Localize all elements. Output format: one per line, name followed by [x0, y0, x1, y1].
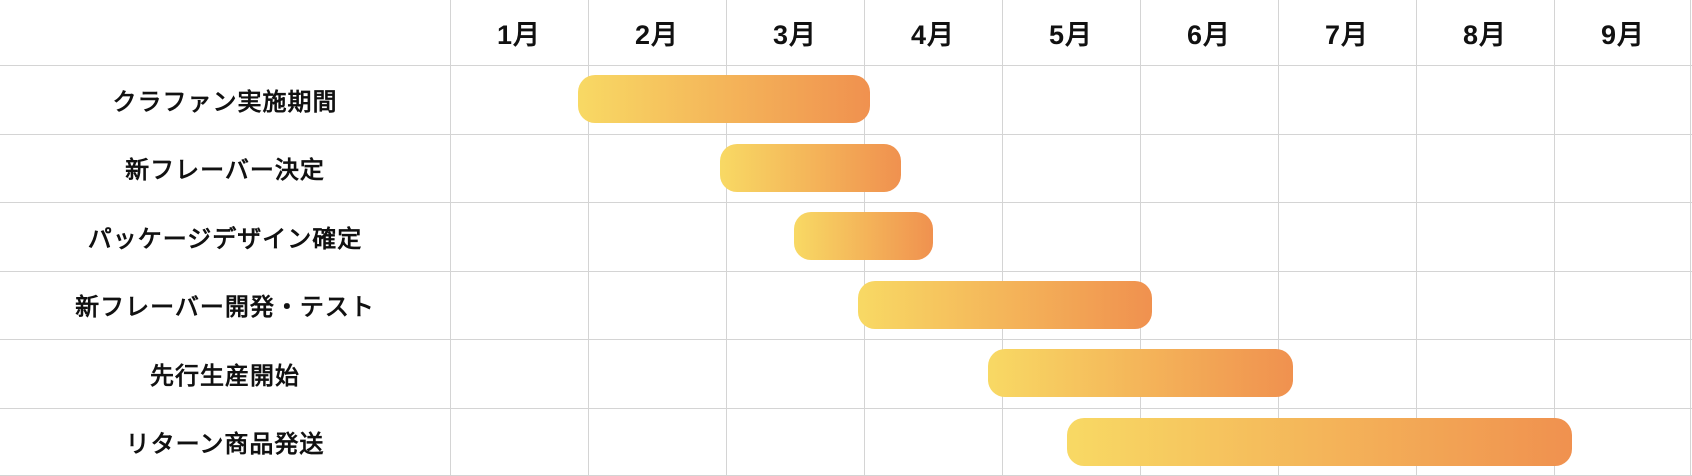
gridline-vertical	[1278, 0, 1279, 476]
gantt-bar	[793, 212, 933, 261]
gantt-bar	[988, 349, 1294, 398]
month-header: 8月	[1462, 20, 1508, 50]
task-label: リターン商品発送	[125, 431, 325, 459]
gridline-vertical	[1690, 0, 1691, 476]
gridline-vertical	[1416, 0, 1417, 476]
gridline-vertical	[726, 0, 727, 476]
month-header: 5月	[1048, 20, 1094, 50]
gridline-vertical	[450, 0, 451, 476]
task-label: 新フレーバー開発・テスト	[75, 294, 375, 322]
month-header: 7月	[1324, 20, 1370, 50]
gantt-bar	[720, 143, 902, 192]
gridline-horizontal	[0, 407, 1692, 409]
gridline-vertical	[1554, 0, 1555, 476]
month-header: 4月	[910, 20, 956, 50]
gantt-bar	[858, 280, 1153, 329]
gridline-horizontal	[0, 65, 1692, 66]
month-header: 3月	[772, 20, 818, 50]
task-label: クラファン実施期間	[112, 88, 338, 116]
gridline-vertical	[588, 0, 589, 476]
gridline-vertical	[1002, 0, 1003, 476]
task-label: 新フレーバー決定	[125, 157, 325, 185]
month-header: 9月	[1600, 20, 1646, 50]
gridline-vertical	[1140, 0, 1141, 476]
gridline-horizontal	[0, 133, 1692, 135]
month-header: 2月	[634, 20, 680, 50]
gridline-horizontal	[0, 202, 1692, 203]
task-label: パッケージデザイン確定	[87, 225, 363, 253]
gridline-horizontal	[0, 339, 1692, 340]
task-label: 先行生産開始	[150, 362, 300, 390]
month-header: 6月	[1186, 20, 1232, 50]
gantt-bar	[578, 75, 870, 124]
gantt-bar	[1066, 417, 1572, 466]
month-header: 1月	[496, 20, 542, 50]
gridline-horizontal	[0, 270, 1692, 272]
